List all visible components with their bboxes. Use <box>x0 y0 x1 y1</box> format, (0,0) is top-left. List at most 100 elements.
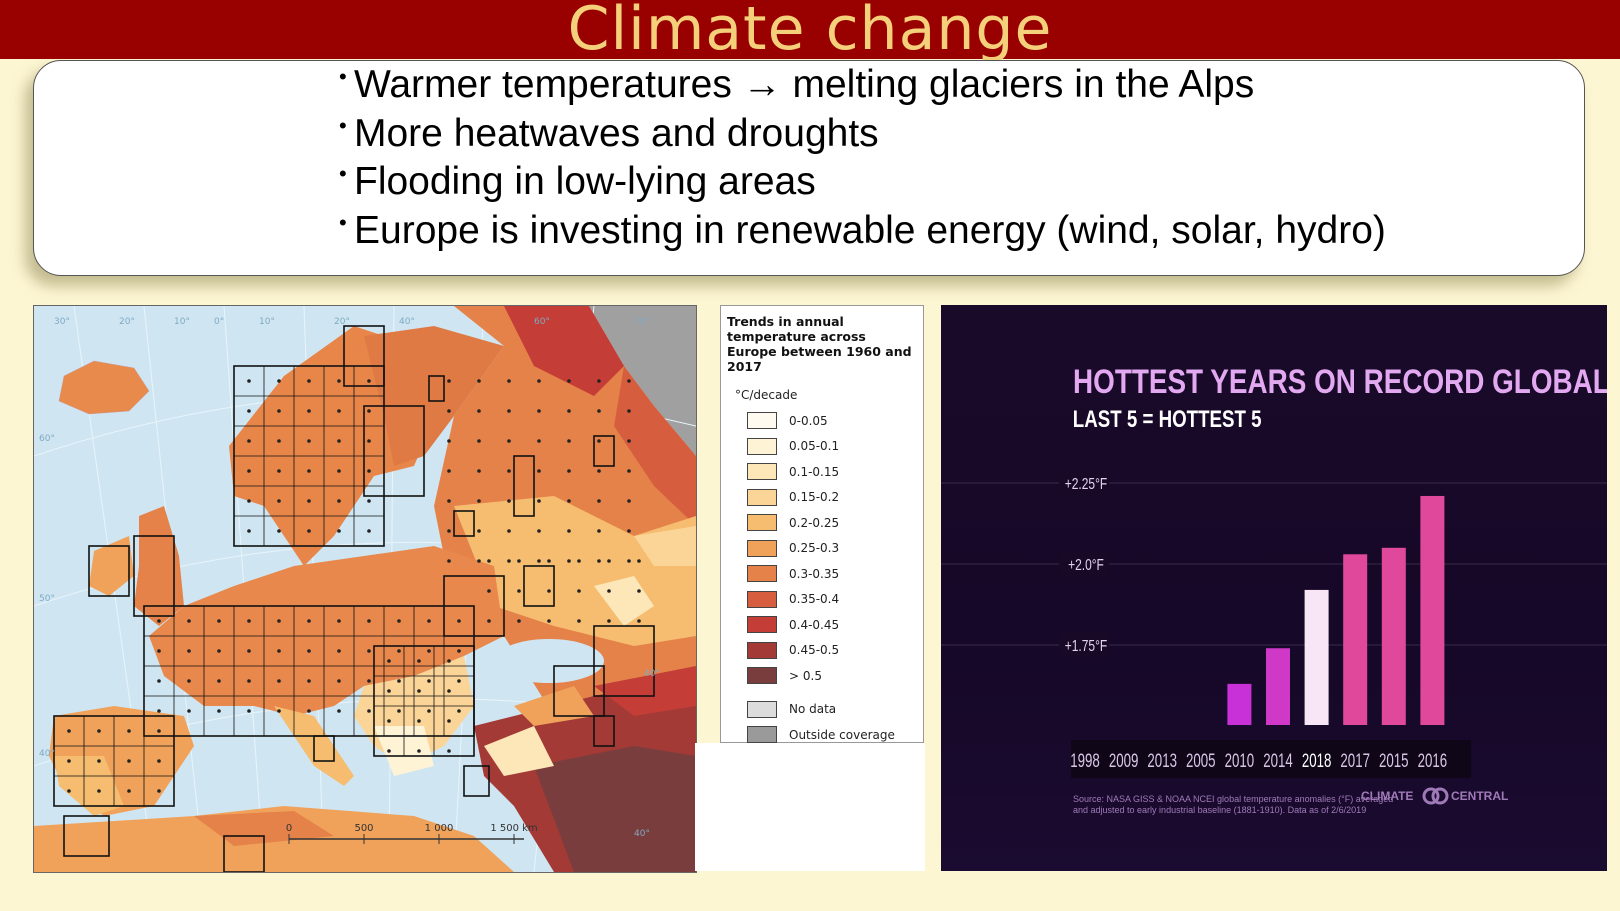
station-dot <box>447 659 451 663</box>
graticule-label: 30° <box>54 317 70 327</box>
station-dot <box>307 499 311 503</box>
station-dot <box>277 619 281 623</box>
legend-item: 0.25-0.3 <box>747 536 917 562</box>
legend-swatch <box>747 565 777 583</box>
legend-title: Trends in annual temperature across Euro… <box>727 314 912 374</box>
station-dot <box>537 439 541 443</box>
bullet-dot-icon: • <box>339 209 347 235</box>
legend-label: 0.15-0.2 <box>789 490 840 505</box>
category-label-band <box>1071 740 1471 778</box>
station-dot <box>637 559 641 563</box>
station-dot <box>247 679 251 683</box>
eastern-europe <box>434 306 696 746</box>
station-dot <box>477 529 481 533</box>
station-dot <box>187 709 191 713</box>
station-dot <box>337 679 341 683</box>
station-dot <box>447 719 451 723</box>
bar-2016 <box>1420 495 1445 725</box>
north-africa <box>34 806 514 872</box>
graticule-label: 40° <box>634 829 650 839</box>
station-dot <box>217 619 221 623</box>
station-dot <box>537 469 541 473</box>
station-dot <box>247 469 251 473</box>
station-dot <box>597 439 601 443</box>
legend-item: 0.05-0.1 <box>747 434 917 460</box>
chart-source-line: Source: NASA GISS & NOAA NCEI global tem… <box>1073 794 1396 815</box>
station-dot <box>247 709 251 713</box>
x-tick-label: 2009 <box>1109 751 1139 772</box>
station-dot <box>517 559 521 563</box>
station-dots <box>67 379 641 793</box>
legend-swatch <box>747 463 777 481</box>
graticule-label: 20° <box>334 317 350 327</box>
chart-gridlines: +1.75°F +2.0°F +2.25°F <box>941 471 1607 657</box>
graticule-label: 60° <box>39 434 55 444</box>
legend-label: 0.35-0.4 <box>789 592 840 607</box>
graticule-label: 20° <box>119 317 135 327</box>
station-dot <box>547 619 551 623</box>
legend-item: 0.3-0.35 <box>747 561 917 587</box>
station-dot <box>417 659 421 663</box>
legend-item: 0.4-0.45 <box>747 612 917 638</box>
station-dot <box>457 619 461 623</box>
x-tick-label: 2013 <box>1147 751 1177 772</box>
station-dot <box>537 559 541 563</box>
bar-2010 <box>1227 683 1252 725</box>
graticule-label: 40° <box>399 317 415 327</box>
station-dot <box>577 619 581 623</box>
station-dot <box>157 709 161 713</box>
station-dot <box>477 409 481 413</box>
bullet-text: Warmer temperatures → melting glaciers i… <box>354 63 1255 106</box>
x-tick-label: 2005 <box>1186 751 1216 772</box>
station-dot <box>567 529 571 533</box>
x-tick-label: 2017 <box>1340 751 1370 772</box>
scale-label: 500 <box>354 823 373 834</box>
station-dot <box>597 529 601 533</box>
station-dot <box>397 679 401 683</box>
station-dot <box>307 379 311 383</box>
station-dot <box>487 589 491 593</box>
station-dot <box>157 649 161 653</box>
legend-item: > 0.5 <box>747 663 917 689</box>
station-dot <box>477 559 481 563</box>
legend-item: 0.15-0.2 <box>747 485 917 511</box>
station-dot <box>157 759 161 763</box>
legend-blank-area <box>695 743 925 871</box>
station-dot <box>567 379 571 383</box>
station-dot <box>307 709 311 713</box>
station-dot <box>577 589 581 593</box>
station-dot <box>457 679 461 683</box>
graticule-label: 40° <box>644 669 660 679</box>
station-dot <box>307 409 311 413</box>
station-dot <box>277 409 281 413</box>
station-dot <box>127 729 131 733</box>
legend-swatch <box>747 488 777 506</box>
x-tick-label: 2016 <box>1418 751 1448 772</box>
station-dot <box>367 679 371 683</box>
x-tick-label: 2010 <box>1225 751 1255 772</box>
station-dot <box>457 709 461 713</box>
station-dot <box>337 649 341 653</box>
x-tick-label: 2018 <box>1302 751 1332 772</box>
station-dot <box>277 499 281 503</box>
station-dot <box>277 529 281 533</box>
station-dot <box>367 619 371 623</box>
station-dot <box>417 749 421 753</box>
legend-label: No data <box>789 702 837 717</box>
scale-label: 0 <box>286 823 292 834</box>
bullet-item: • Flooding in low-lying areas <box>339 158 1386 207</box>
station-dot <box>97 789 101 793</box>
graticule-label: 40° <box>39 749 55 759</box>
legend-label: > 0.5 <box>789 668 822 683</box>
station-dot <box>537 379 541 383</box>
y-tick-label: +2.0°F <box>1068 555 1104 573</box>
station-dot <box>607 619 611 623</box>
station-dot <box>277 679 281 683</box>
black-sea <box>494 639 604 683</box>
station-dot <box>447 559 451 563</box>
legend-item: 0.45-0.5 <box>747 638 917 664</box>
station-dot <box>187 649 191 653</box>
station-dot <box>597 379 601 383</box>
bullet-text: Flooding in low-lying areas <box>354 160 816 203</box>
brand-logo-icon <box>1431 787 1449 805</box>
